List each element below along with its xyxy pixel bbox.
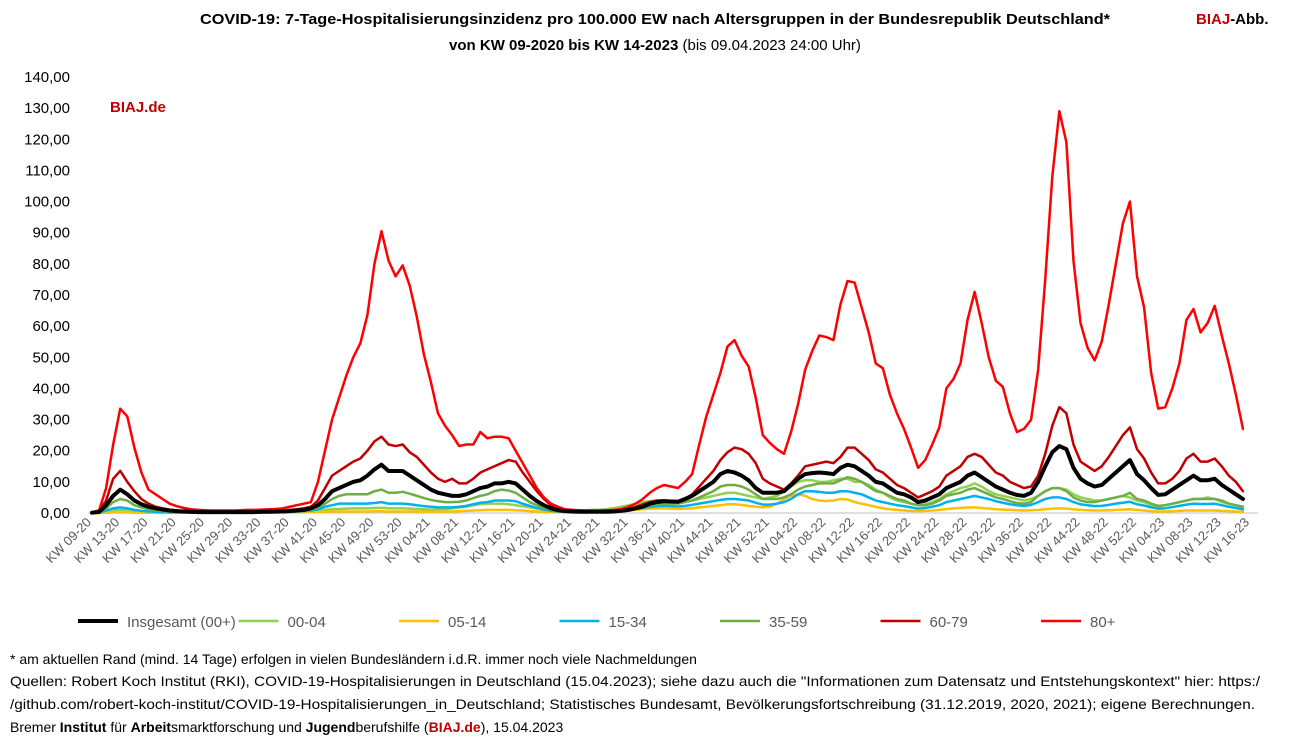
footnote-part: Jugend <box>306 719 356 735</box>
footnote: Bremer Institut für Arbeitsmarktforschun… <box>10 719 563 735</box>
footnote-part: Institut <box>60 719 107 735</box>
subtitle-note: (bis 09.04.2023 24:00 Uhr) <box>678 37 861 54</box>
footnote-part: Bremer <box>10 719 60 735</box>
series-line <box>90 110 1245 514</box>
footnote-part: Arbeit <box>131 719 172 735</box>
y-tick-label: 120,00 <box>24 131 70 148</box>
chart-subtitle: von KW 09-2020 bis KW 14-2023 (bis 09.04… <box>449 37 861 54</box>
watermark: BIAJ.de <box>110 99 166 116</box>
series-line <box>90 444 1245 515</box>
y-tick-label: 50,00 <box>32 349 70 366</box>
footnote-part: smarktforschung und <box>171 719 306 735</box>
y-tick-label: 70,00 <box>32 287 70 304</box>
legend-label: 60-79 <box>930 614 968 631</box>
subtitle-range: von KW 09-2020 bis KW 14-2023 <box>449 37 678 54</box>
badge: BIAJ-Abb. <box>1196 11 1269 28</box>
footnote-part: berufshilfe ( <box>355 719 428 735</box>
y-tick-label: 10,00 <box>32 474 70 491</box>
y-tick-label: 0,00 <box>41 505 70 522</box>
footnote: * am aktuellen Rand (mind. 14 Tage) erfo… <box>10 651 697 667</box>
y-tick-label: 60,00 <box>32 318 70 335</box>
legend-label: 00-04 <box>288 614 326 631</box>
y-tick-label: 40,00 <box>32 380 70 397</box>
footnote-part: ), 15.04.2023 <box>481 719 564 735</box>
y-tick-label: 130,00 <box>24 100 70 117</box>
y-tick-label: 90,00 <box>32 225 70 242</box>
y-tick-label: 100,00 <box>24 194 70 211</box>
legend-label: 05-14 <box>448 614 486 631</box>
footnote-part: BIAJ.de <box>429 719 481 735</box>
y-tick-label: 140,00 <box>24 69 70 86</box>
legend-label: 15-34 <box>609 614 647 631</box>
legend-label: Insgesamt (00+) <box>127 614 236 631</box>
footnotes: * am aktuellen Rand (mind. 14 Tage) erfo… <box>10 651 1260 735</box>
y-tick-label: 30,00 <box>32 412 70 429</box>
legend-label: 35-59 <box>769 614 807 631</box>
chart-title: COVID-19: 7-Tage-Hospitalisierungsinzide… <box>200 11 1110 28</box>
y-tick-label: 80,00 <box>32 256 70 273</box>
footnote-part: für <box>106 719 130 735</box>
badge-brand: BIAJ <box>1196 11 1230 28</box>
y-tick-label: 110,00 <box>25 162 70 179</box>
footnote: Quellen: Robert Koch Institut (RKI), COV… <box>10 673 1260 689</box>
footnote: /github.com/robert-koch-institut/COVID-1… <box>10 696 1255 712</box>
y-tick-label: 20,00 <box>32 443 70 460</box>
legend-label: 80+ <box>1090 614 1116 631</box>
badge-suffix: -Abb. <box>1230 11 1268 28</box>
